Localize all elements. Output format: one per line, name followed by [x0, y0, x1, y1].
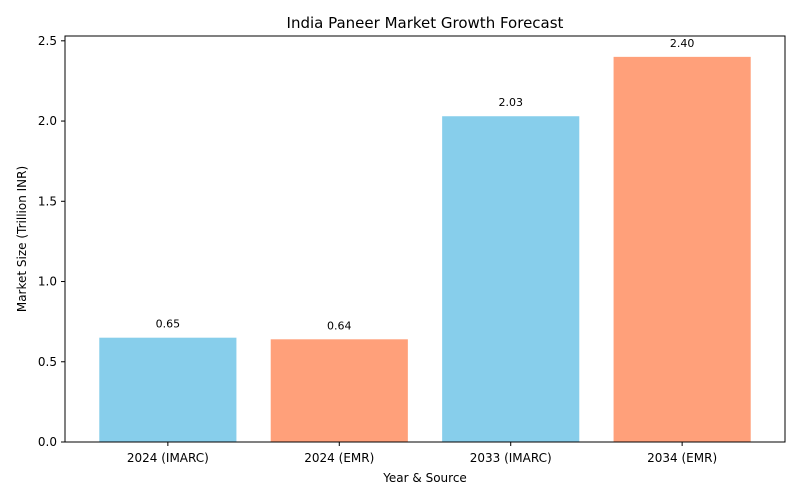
x-tick-label: 2024 (EMR): [304, 451, 374, 465]
y-axis: 0.0 0.5 1.0 1.5 2.0 2.5: [38, 34, 65, 449]
x-tick-label: 2033 (IMARC): [470, 451, 552, 465]
bars-group: 0.65 0.64 2.03 2.40: [99, 37, 751, 442]
x-axis-label: Year & Source: [382, 471, 467, 485]
chart-title: India Paneer Market Growth Forecast: [287, 14, 564, 32]
bar-value-label: 2.03: [498, 96, 523, 109]
bar: [442, 116, 580, 442]
bar-value-label: 0.64: [327, 319, 352, 332]
y-tick-label: 2.0: [38, 114, 57, 128]
bar: [270, 339, 408, 442]
y-tick-label: 0.5: [38, 355, 57, 369]
y-tick-label: 2.5: [38, 34, 57, 48]
bar: [99, 337, 237, 442]
x-axis: 2024 (IMARC) 2024 (EMR) 2033 (IMARC) 2034 (…: [127, 442, 717, 465]
x-tick-label: 2024 (IMARC): [127, 451, 209, 465]
bar: [613, 56, 751, 442]
bar-value-label: 0.65: [156, 318, 181, 331]
y-tick-label: 0.0: [38, 435, 57, 449]
y-axis-label: Market Size (Trillion INR): [15, 166, 29, 312]
x-tick-label: 2034 (EMR): [647, 451, 717, 465]
plot-frame: [64, 35, 786, 443]
y-tick-label: 1.5: [38, 194, 57, 208]
y-tick-label: 1.0: [38, 275, 57, 289]
bar-value-label: 2.40: [670, 37, 695, 50]
